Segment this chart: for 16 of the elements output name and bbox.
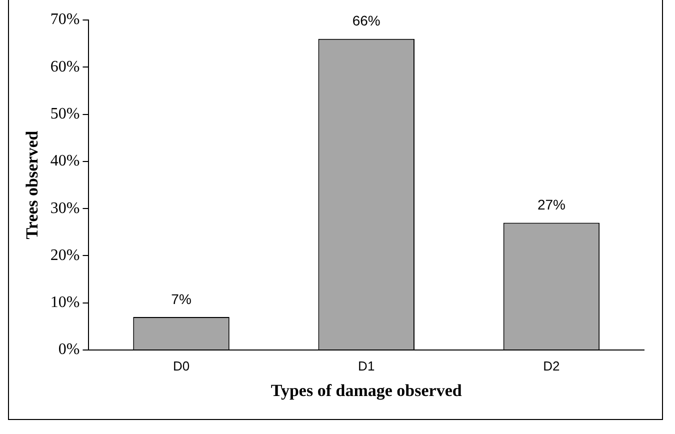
x-tick-label: D0	[172, 358, 190, 374]
y-tick-label: 50%	[50, 105, 80, 122]
y-tick-label: 10%	[50, 294, 80, 312]
x-axis-title: Types of damage observed	[270, 381, 462, 400]
data-label: 27%	[537, 196, 566, 213]
x-tick-label: D1	[358, 358, 375, 374]
y-tick-label: 70%	[50, 11, 80, 28]
y-tick-label: 40%	[50, 152, 80, 170]
y-tick-label: 20%	[50, 246, 80, 264]
data-label: 66%	[352, 12, 380, 29]
y-tick-label: 0%	[58, 341, 80, 358]
y-axis-title: Trees observed	[22, 130, 42, 240]
x-tick-label: D2	[543, 358, 560, 374]
y-tick-label: 60%	[50, 58, 80, 76]
data-label: 7%	[171, 290, 192, 307]
y-tick-label: 30%	[50, 200, 80, 217]
